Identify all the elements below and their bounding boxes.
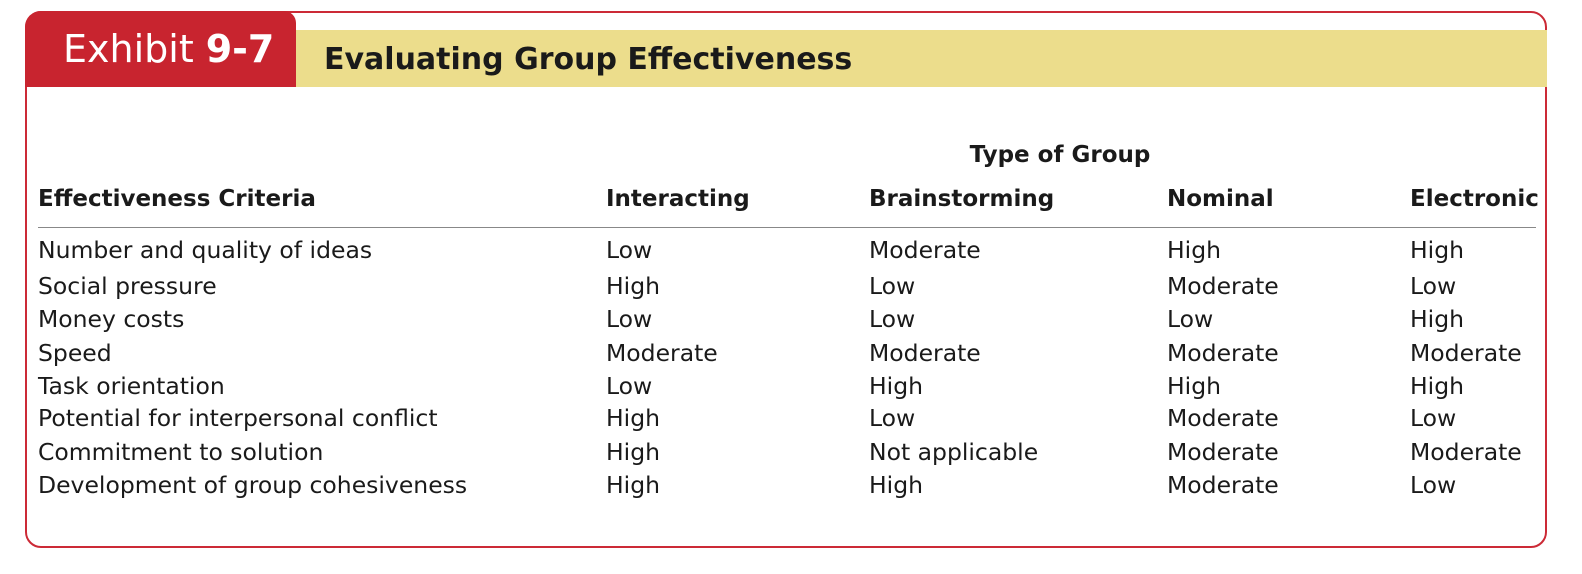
interacting-cell: Low [606,372,653,400]
brainstorming-cell: Low [869,272,916,300]
nominal-cell: Moderate [1167,438,1279,466]
criteria-cell: Speed [38,339,112,367]
nominal-cell: High [1167,236,1222,264]
column-header-interacting: Interacting [606,186,750,212]
criteria-cell: Task orientation [38,372,225,400]
electronic-cell: Low [1410,404,1457,432]
interacting-cell: Low [606,305,653,333]
exhibit-number: 9-7 [205,27,275,71]
header-divider [38,227,1536,228]
exhibit-tab: Exhibit 9-7 [25,11,296,87]
brainstorming-cell: Moderate [869,339,981,367]
criteria-cell: Potential for interpersonal conflict [38,404,438,432]
table-row: Task orientation Low High High High [38,370,1536,403]
interacting-cell: High [606,272,661,300]
table-row: Number and quality of ideas Low Moderate… [38,234,1536,267]
type-of-group-header: Type of Group [969,142,1151,168]
electronic-cell: Low [1410,471,1457,499]
table-row: Speed Moderate Moderate Moderate Moderat… [38,337,1536,370]
brainstorming-cell: Not applicable [869,438,1039,466]
table-row: Social pressure High Low Moderate Low [38,270,1536,303]
table-row: Commitment to solution High Not applicab… [38,436,1536,469]
brainstorming-cell: Low [869,305,916,333]
brainstorming-cell: High [869,471,924,499]
criteria-cell: Number and quality of ideas [38,236,373,264]
interacting-cell: High [606,404,661,432]
criteria-cell: Development of group cohesiveness [38,471,468,499]
criteria-cell: Money costs [38,305,185,333]
electronic-cell: Moderate [1410,438,1522,466]
electronic-cell: Low [1410,272,1457,300]
table-row: Money costs Low Low Low High [38,303,1536,336]
nominal-cell: Moderate [1167,272,1279,300]
table-header-row: Effectiveness Criteria Interacting Brain… [38,186,1539,220]
interacting-cell: Moderate [606,339,718,367]
column-header-criteria: Effectiveness Criteria [38,186,316,212]
criteria-cell: Social pressure [38,272,217,300]
column-header-electronic: Electronic [1410,186,1539,212]
brainstorming-cell: High [869,372,924,400]
nominal-cell: Moderate [1167,404,1279,432]
exhibit-label: Exhibit [63,27,194,71]
column-header-brainstorming: Brainstorming [869,186,1055,212]
table-row: Potential for interpersonal conflict Hig… [38,402,1536,435]
electronic-cell: High [1410,305,1465,333]
exhibit-title: Evaluating Group Effectiveness [324,42,853,77]
title-band [296,30,1547,87]
exhibit-frame [25,11,1547,548]
criteria-cell: Commitment to solution [38,438,324,466]
nominal-cell: Low [1167,305,1214,333]
table-row: Development of group cohesiveness High H… [38,469,1536,502]
interacting-cell: High [606,438,661,466]
interacting-cell: Low [606,236,653,264]
electronic-cell: High [1410,236,1465,264]
electronic-cell: Moderate [1410,339,1522,367]
nominal-cell: Moderate [1167,339,1279,367]
nominal-cell: High [1167,372,1222,400]
nominal-cell: Moderate [1167,471,1279,499]
brainstorming-cell: Low [869,404,916,432]
electronic-cell: High [1410,372,1465,400]
brainstorming-cell: Moderate [869,236,981,264]
column-header-nominal: Nominal [1167,186,1274,212]
effectiveness-table: Effectiveness Criteria Interacting Brain… [38,186,1539,499]
interacting-cell: High [606,471,661,499]
